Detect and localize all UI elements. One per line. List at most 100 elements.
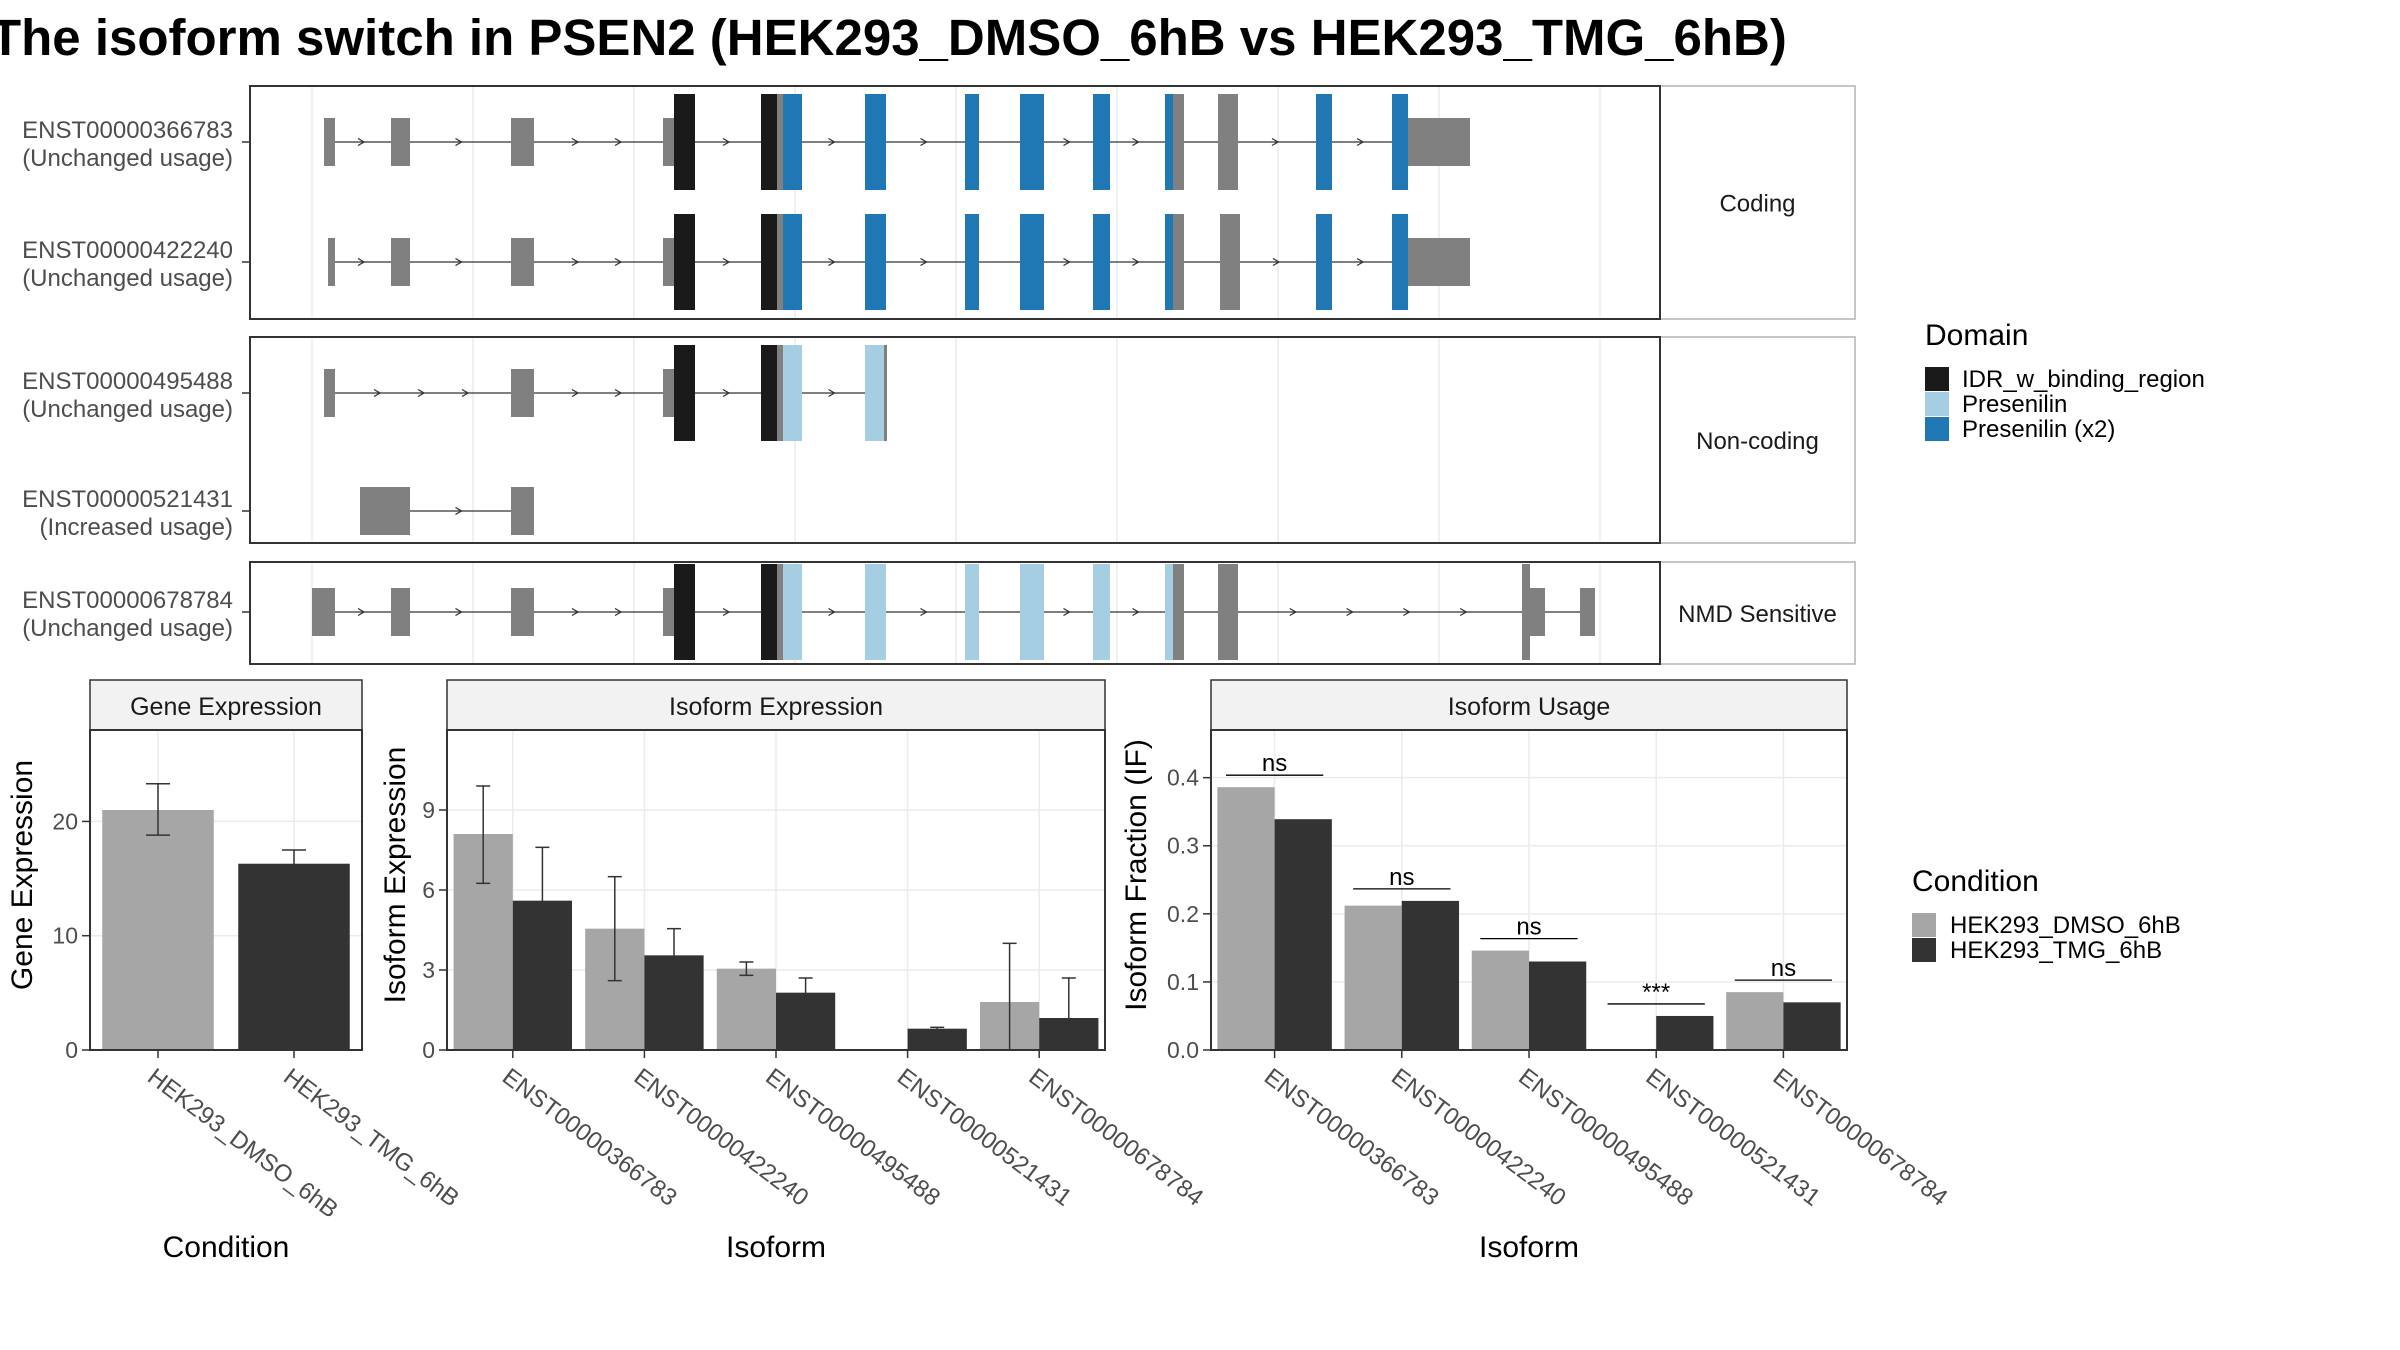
domain-block-presenilin_x2 xyxy=(1165,94,1173,190)
y-tick-label: 0.3 xyxy=(1167,833,1199,859)
exon-block xyxy=(1218,564,1238,660)
domain-block-presenilin_x2 xyxy=(1165,214,1173,310)
bar xyxy=(1217,787,1275,1050)
domain-legend-title: Domain xyxy=(1925,319,2028,352)
domain-block-presenilin xyxy=(1165,564,1173,660)
significance-label: ns xyxy=(1516,914,1541,941)
significance-label: ns xyxy=(1262,750,1287,777)
significance-label: ns xyxy=(1771,955,1796,982)
intron-arrow xyxy=(357,257,366,267)
legends: Domain IDR_w_binding_regionPresenilinPres… xyxy=(1912,319,2205,964)
intron-arrow xyxy=(614,257,623,267)
domain-block-presenilin xyxy=(865,345,884,441)
domain-block-presenilin_x2 xyxy=(1392,94,1408,190)
intron-arrow xyxy=(1132,607,1140,617)
facet-strip-label: NMD Sensitive xyxy=(1678,601,1837,628)
track-panel-border xyxy=(249,561,1661,665)
intron-arrow xyxy=(828,257,836,267)
x-axis-title: Isoform xyxy=(726,1231,826,1264)
domain-block-presenilin xyxy=(865,564,886,660)
chart-panel-isoform-usage: Isoform Usagensnsns***ns0.00.10.20.30.4E… xyxy=(1120,679,1952,1264)
exon-block xyxy=(511,487,534,535)
facet-strip-label: Non-coding xyxy=(1696,428,1819,455)
exon-block xyxy=(884,345,887,441)
domain-block-idr xyxy=(761,564,777,660)
intron-arrow xyxy=(920,137,928,147)
legend-item-label: HEK293_DMSO_6hB xyxy=(1950,912,2181,939)
intron-arrow xyxy=(1063,257,1071,267)
exon-block xyxy=(663,238,674,286)
intron-arrow xyxy=(571,388,580,398)
transcript-id-label: ENST00000495488 xyxy=(22,368,233,395)
intron-arrow xyxy=(1289,607,1298,617)
exon-block xyxy=(312,588,335,636)
intron-arrow xyxy=(614,388,623,398)
intron-arrow xyxy=(1132,137,1140,147)
exon-block xyxy=(360,487,410,535)
bar xyxy=(238,863,350,1050)
intron-arrow xyxy=(614,137,623,147)
exon-block xyxy=(1408,238,1470,286)
condition-legend-title: Condition xyxy=(1912,865,2039,898)
domain-block-presenilin_x2 xyxy=(965,94,979,190)
facet-strip-label: Coding xyxy=(1719,191,1795,218)
legend-item-label: HEK293_TMG_6hB xyxy=(1950,937,2162,964)
y-tick-label: 9 xyxy=(422,797,435,823)
bar xyxy=(907,1028,967,1050)
exon-block xyxy=(511,369,534,417)
domain-block-presenilin_x2 xyxy=(965,214,979,310)
exon-block xyxy=(1218,94,1238,190)
legend-item-label: Presenilin (x2) xyxy=(1962,416,2115,443)
exon-block xyxy=(1408,118,1470,166)
intron-arrow xyxy=(417,388,426,398)
domain-block-presenilin xyxy=(783,564,802,660)
bar xyxy=(716,968,776,1050)
intron-arrow xyxy=(357,137,366,147)
intron-arrow xyxy=(1063,137,1071,147)
intron-arrow xyxy=(1346,607,1354,617)
intron-arrow xyxy=(461,388,470,398)
exon-block xyxy=(324,369,335,417)
intron-arrow xyxy=(920,257,928,267)
main-title-group: The isoform switch in PSEN2 (HEK293_DMSO… xyxy=(0,9,1787,66)
bar xyxy=(1726,992,1784,1050)
bar xyxy=(1401,900,1460,1050)
transcript-usage-label: (Increased usage) xyxy=(40,514,233,541)
exon-block xyxy=(1522,564,1530,660)
intron-arrow xyxy=(1272,257,1281,267)
facet-strip xyxy=(1659,336,1856,544)
intron-arrow xyxy=(1063,607,1071,617)
domain-block-presenilin_x2 xyxy=(1392,214,1408,310)
facet-strip xyxy=(1659,561,1856,665)
bar xyxy=(1471,950,1529,1050)
y-tick-label: 6 xyxy=(422,877,435,903)
y-tick-label: 0.1 xyxy=(1167,969,1199,995)
intron-arrow xyxy=(1356,257,1365,267)
exon-block xyxy=(777,94,783,190)
intron-arrow xyxy=(455,607,463,617)
panel-strip-title: Isoform Usage xyxy=(1448,693,1611,721)
legend-key-swatch xyxy=(1925,417,1949,441)
track-panel-bg xyxy=(250,337,1660,543)
domain-block-idr xyxy=(761,345,777,441)
x-axis-title: Condition xyxy=(163,1231,290,1264)
domain-block-presenilin_x2 xyxy=(1316,214,1332,310)
legend-key-swatch xyxy=(1925,392,1949,416)
domain-block-presenilin xyxy=(965,564,979,660)
intron-arrow xyxy=(722,257,731,267)
intron-arrow xyxy=(722,607,731,617)
y-axis-title: Isoform Fraction (IF) xyxy=(1120,739,1153,1011)
transcript-usage-label: (Unchanged usage) xyxy=(22,145,233,172)
intron-arrow xyxy=(571,257,580,267)
intron-arrow xyxy=(455,506,463,516)
transcript-row: ENST00000495488(Unchanged usage) xyxy=(22,345,887,441)
transcript-group-nmd-sensitive: NMD Sensitive ENST00000678784(Unchanged u… xyxy=(22,561,1856,665)
exon-block xyxy=(1173,564,1184,660)
transcript-usage-label: (Unchanged usage) xyxy=(22,615,233,642)
domain-block-presenilin xyxy=(1093,564,1110,660)
exon-block xyxy=(391,588,410,636)
transcript-id-label: ENST00000678784 xyxy=(22,587,233,614)
y-tick-label: 10 xyxy=(52,923,78,949)
exon-block xyxy=(1173,94,1184,190)
transcript-group-non-coding: Non-coding ENST00000495488(Unchanged usag… xyxy=(22,336,1856,544)
